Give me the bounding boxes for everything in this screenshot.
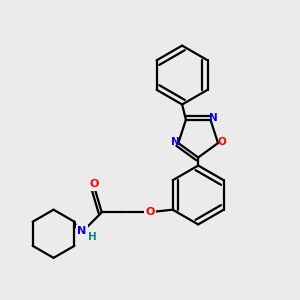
- Text: H: H: [88, 232, 97, 242]
- Text: N: N: [171, 137, 179, 147]
- Text: O: O: [218, 137, 226, 147]
- Text: O: O: [145, 207, 154, 218]
- Text: O: O: [89, 179, 98, 189]
- Text: N: N: [209, 113, 218, 123]
- Text: N: N: [77, 226, 86, 236]
